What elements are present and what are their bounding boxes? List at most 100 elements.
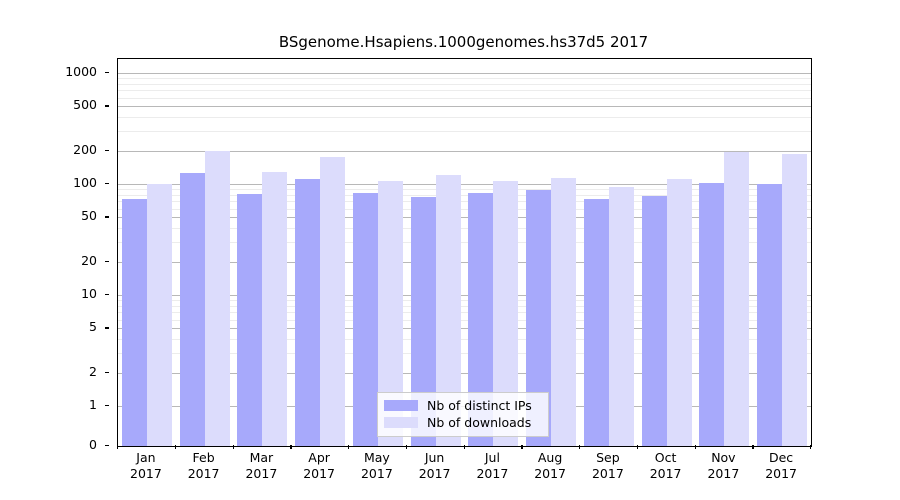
chart-legend: Nb of distinct IPs Nb of downloads [377, 392, 549, 437]
x-tick-label-jul: Jul 2017 [452, 450, 532, 482]
x-tick-label-month: Jun [424, 450, 445, 465]
x-tick-mark [463, 445, 465, 449]
x-tick-label-month: Aug [537, 450, 563, 465]
gridline-minor [118, 312, 811, 314]
bar-nb-of-downloads-jan [146, 183, 172, 446]
y-tick-mark [105, 260, 109, 262]
y-tick-label: 500 [73, 97, 97, 113]
bar-nb-of-distinct-ips-oct [641, 196, 667, 446]
gridline-major [118, 261, 811, 263]
gridline-major [118, 73, 811, 74]
y-tick-mark [105, 371, 109, 373]
x-tick-mark [174, 445, 177, 449]
x-tick-label-year: 2017 [360, 466, 393, 481]
gridline-minor [118, 194, 811, 196]
legend-item[interactable]: Nb of distinct IPs [384, 397, 542, 414]
gridline-minor [118, 131, 811, 132]
y-tick-mark [105, 405, 109, 407]
gridline-minor [118, 117, 811, 119]
y-tick-mark [105, 183, 109, 185]
x-tick-mark [348, 445, 350, 449]
bar-nb-of-distinct-ips-jan [121, 198, 147, 446]
y-tick-mark [105, 216, 109, 218]
x-tick-mark [290, 445, 292, 449]
x-tick-mark [694, 445, 696, 449]
x-tick-label-year: 2017 [130, 466, 162, 481]
y-tick-label: 100 [73, 175, 97, 190]
x-tick-label-mar: Mar 2017 [221, 450, 301, 482]
x-tick-label-dec: Dec 2017 [741, 450, 821, 482]
x-tick-label-nov: Nov 2017 [683, 450, 763, 482]
y-tick-label: 1000 [65, 64, 97, 79]
bar-nb-of-downloads-sep [608, 187, 634, 446]
y-tick-label: 50 [81, 208, 97, 224]
x-tick-label-year: 2017 [765, 466, 797, 481]
x-tick-label-year: 2017 [649, 466, 682, 481]
y-tick-label: 10 [81, 286, 97, 301]
gridline-minor [118, 300, 811, 302]
x-tick-mark [405, 445, 408, 449]
gridline-major [118, 372, 811, 374]
x-tick-label-year: 2017 [591, 466, 624, 481]
x-tick-label-year: 2017 [187, 466, 220, 481]
x-tick-label-year: 2017 [303, 466, 335, 481]
y-axis-tick-labels: 1000 500 200 100 50 20 10 5 2 1 0 [0, 58, 109, 452]
gridline-minor [118, 339, 811, 341]
x-tick-mark [810, 445, 812, 449]
bar-nb-of-distinct-ips-feb [179, 173, 205, 446]
x-tick-mark [636, 445, 639, 449]
gridline-minor [118, 78, 811, 80]
chart-title: BSgenome.Hsapiens.1000genomes.hs37d5 201… [278, 33, 649, 51]
x-tick-label-month: Mar [249, 450, 274, 465]
bars-layer [118, 59, 811, 446]
y-tick-label: 2 [89, 363, 97, 379]
y-tick-label: 20 [81, 252, 97, 268]
x-tick-label-month: Nov [711, 450, 736, 465]
bar-nb-of-distinct-ips-dec [757, 183, 783, 446]
bar-nb-of-downloads-apr [320, 156, 346, 446]
x-tick-label-month: Apr [308, 450, 330, 465]
bar-nb-of-distinct-ips-may [352, 193, 378, 446]
x-tick-label-year: 2017 [707, 466, 740, 481]
x-tick-label-aug: Aug 2017 [510, 450, 590, 482]
y-tick-mark [105, 327, 109, 329]
gridlines [118, 59, 811, 446]
x-tick-label-feb: Feb 2017 [164, 450, 244, 482]
gridline-minor [118, 242, 811, 243]
x-tick-label-month: Dec [768, 450, 794, 465]
y-tick-mark [105, 72, 109, 74]
gridline-minor [118, 97, 811, 99]
x-tick-label-year: 2017 [534, 466, 566, 481]
x-tick-label-oct: Oct 2017 [626, 450, 706, 482]
y-tick-mark [105, 105, 109, 107]
gridline-major [118, 150, 811, 152]
gridline-minor [118, 319, 811, 321]
x-tick-label-month: May [363, 450, 390, 465]
y-tick-label: 200 [73, 141, 97, 157]
x-tick-mark [579, 445, 581, 449]
x-tick-label-year: 2017 [476, 466, 509, 481]
x-tick-label-month: Feb [192, 450, 215, 465]
x-tick-label-sep: Sep 2017 [568, 450, 648, 482]
x-axis-tick-labels: Jan 2017 Feb 2017 Mar 2017 Apr 2017 May 2017 Jun 20… [117, 445, 812, 495]
gridline-minor [118, 83, 811, 85]
x-tick-mark [752, 445, 754, 449]
gridline-minor [118, 228, 811, 230]
bar-nb-of-downloads-aug [551, 177, 577, 446]
y-tick-mark [105, 445, 109, 447]
gridline-major [118, 106, 811, 108]
legend-label: Nb of downloads [427, 415, 532, 430]
y-tick-label: 1 [89, 397, 97, 412]
gridline-minor [118, 305, 811, 307]
x-tick-mark [232, 445, 234, 449]
legend-item[interactable]: Nb of downloads [384, 414, 542, 431]
gridline-minor [118, 201, 811, 203]
gridline-major [118, 217, 811, 219]
x-tick-label-month: Jan [136, 450, 156, 465]
x-tick-mark [521, 445, 523, 449]
x-tick-label-month: Sep [596, 450, 620, 465]
plot-area [117, 58, 812, 447]
bar-nb-of-distinct-ips-apr [295, 179, 321, 446]
x-tick-label-jun: Jun 2017 [395, 450, 475, 482]
